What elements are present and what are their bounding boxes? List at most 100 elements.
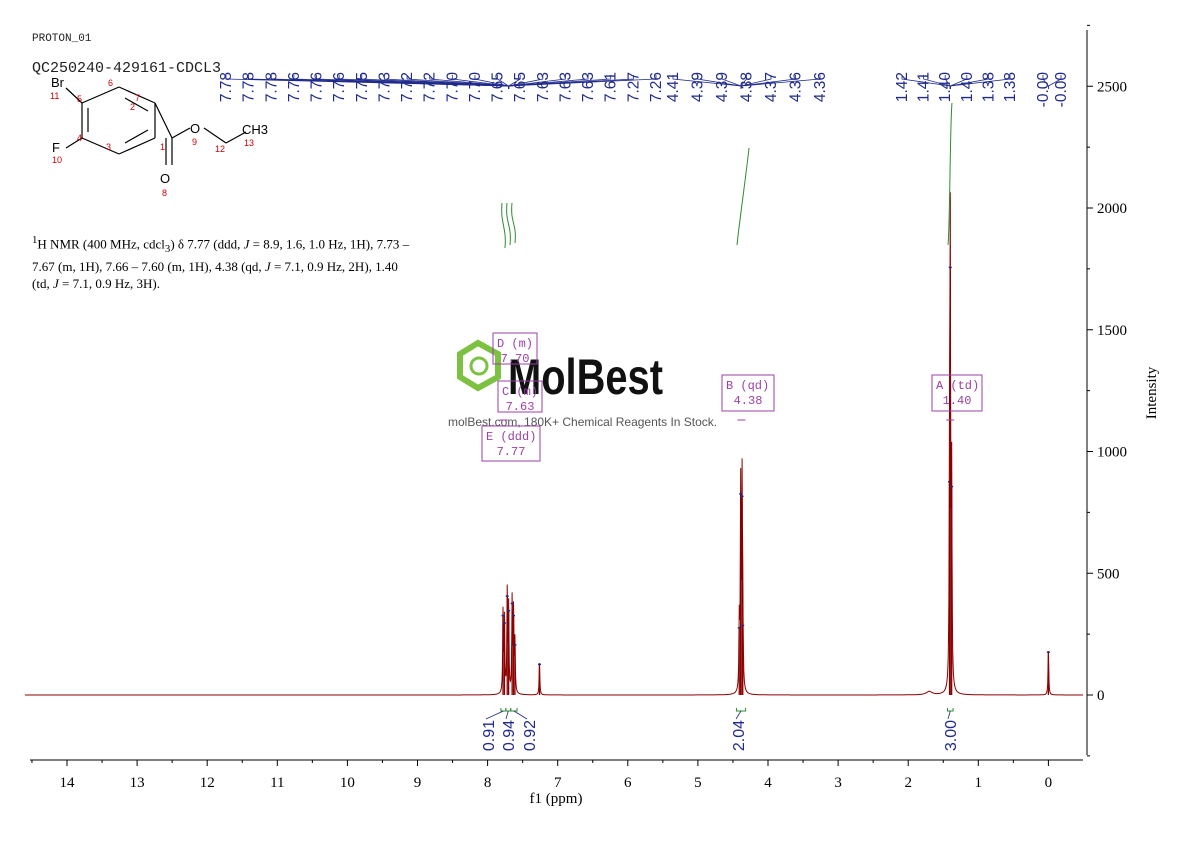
peak-label-connector [1048,75,1062,89]
peak-label: 7.65 [512,72,529,102]
integral-value: 0.92 [522,720,539,751]
integral-connector [735,710,742,720]
x-tick-label: 8 [484,775,492,791]
integral-curve [511,202,516,244]
integral-curve [501,202,506,249]
peak-label: 4.36 [812,72,829,102]
structure-bond [118,137,156,155]
x-tick-label: 10 [340,775,355,791]
integral-connector [485,710,504,720]
integral-value: 2.04 [731,720,748,751]
structure-bond [171,127,191,139]
spectrum-trace [24,192,1084,696]
experiment-name: PROTON_01 [32,33,92,45]
atom-number: 10 [52,155,62,165]
structure-bond [203,127,227,144]
structure-bond [154,102,173,139]
desc-text-4: = 7.1, 0.9 Hz, 2H), 1.40 (td, [32,258,398,291]
integral-curve [736,147,750,246]
structure-bond [65,137,83,149]
structure-bond [81,86,120,104]
multiplet-shift: 7.70 [501,352,530,366]
peak-label: 4.36 [788,72,805,102]
multiplet-shift: 7.77 [497,445,526,459]
peak-label: 7.75 [354,72,371,102]
desc-text-1: H NMR (400 MHz, cdcl [37,236,165,252]
x-tick-label: 0 [1045,775,1053,791]
multiplet-name: C (m) [502,385,538,399]
peak-label: 7.26 [648,72,665,102]
multiplet-box [931,374,983,412]
integral-value: 3.00 [943,720,960,751]
integral-bracket [505,708,512,712]
molbest-logo-icon [457,339,501,392]
peak-label: 1.38 [980,72,997,102]
desc-text-3: = 8.9, 1.6, 1.0 Hz, 1H), 7.73 – 7.67 (m,… [32,236,410,274]
y-tick-label: 2500 [1097,79,1127,95]
peak-label-connector [949,75,1011,89]
peak-label: 7.63 [535,72,552,102]
desc-text-5: = 7.1, 0.9 Hz, 3H). [58,275,160,291]
watermark-tagline: molBest.com, 180K+ Chemical Reagents In … [448,415,717,429]
multiplet-name: A (td) [936,379,979,393]
peak-label: 7.63 [557,72,574,102]
multiplet-shift: 4.38 [734,394,763,408]
peak-label: 7.76 [331,72,348,102]
x-tick-label: 4 [764,775,772,791]
peak-label: 7.65 [490,72,507,102]
x-tick-label: 3 [834,775,842,791]
peak-label: 1.42 [894,72,911,102]
integral-value: 0.91 [481,720,498,751]
sample-id: QC250240-429161-CDCL3 [32,60,221,77]
peak-label: 7.76 [286,72,303,102]
peak-label: 4.39 [690,72,707,102]
x-tick-label: 2 [904,775,912,791]
atom-number: 11 [50,91,59,101]
x-tick-label: 11 [270,775,284,791]
peak-label: 7.78 [218,72,235,102]
atom-number: 4 [77,133,82,143]
multiplet-name: D (m) [497,337,533,351]
multiplet-box [721,374,775,412]
atom-number: 13 [244,138,254,148]
desc-j-2: J [264,258,271,274]
integral-bracket [946,708,954,712]
desc-j-1: J [243,236,250,252]
atom-number: 9 [192,137,197,147]
atom-o-ester: O [190,121,200,136]
atom-number: 12 [215,144,225,154]
atom-number: 3 [106,142,111,152]
integral-curve [947,102,953,246]
desc-sup-1: 1 [32,234,38,246]
peak-label: 7.70 [444,72,461,103]
y-tick-label: 2000 [1097,201,1127,217]
peak-label: 4.37 [763,72,780,102]
integral-value: 0.94 [501,720,518,751]
x-tick-label: 6 [624,775,632,791]
peak-label: 7.27 [625,72,642,102]
peak-label-connector [508,75,657,89]
peak-label: 7.61 [603,72,620,102]
atom-f: F [52,140,60,155]
multiplet-box [481,425,541,462]
y-tick-label: 1500 [1097,323,1127,339]
structure-bond [81,137,120,155]
x-tick-label: 9 [414,775,422,791]
y-tick-label: 0 [1097,688,1105,704]
atom-number: 5 [77,94,82,104]
structure-bond [65,87,83,104]
multiplet-box [497,380,543,413]
peak-label: -0.00 [1053,72,1070,108]
atom-number: 1 [160,142,165,152]
peak-label: -0.00 [1035,72,1052,108]
x-tick-label: 14 [60,775,76,791]
x-axis-label: f1 (ppm) [530,791,583,807]
y-tick-label: 500 [1097,566,1120,582]
desc-sub-3: 3 [164,242,171,255]
integral-curve [506,202,511,246]
peak-label: 1.40 [959,72,976,103]
peak-label: 4.38 [739,72,756,102]
peak-label: 4.41 [665,72,682,102]
integral-connector [505,710,509,720]
